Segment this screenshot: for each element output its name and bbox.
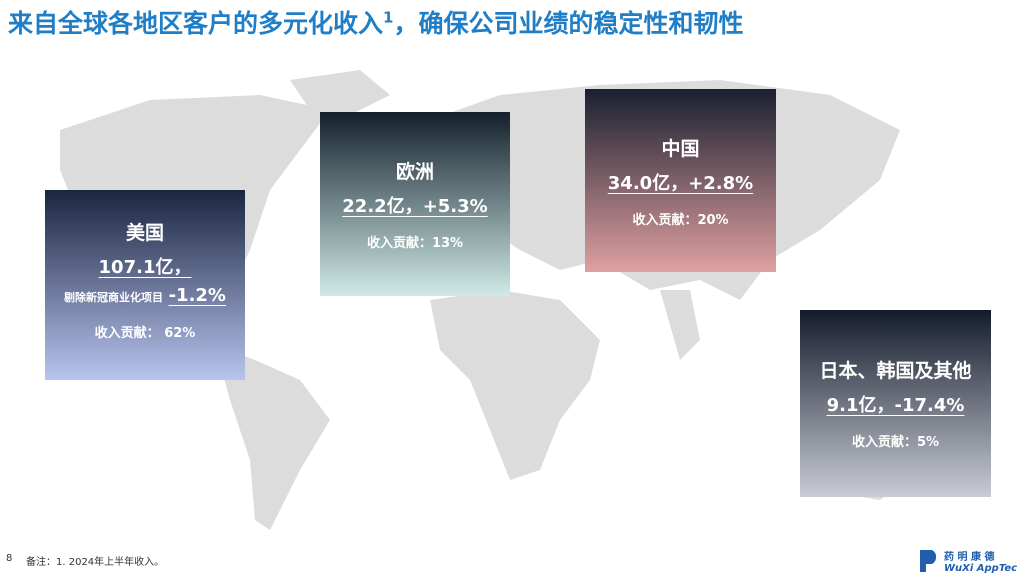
- region-name: 美国: [125, 222, 164, 244]
- growth-line: 剔除新冠商业化项目 -1.2%: [45, 285, 245, 306]
- share: 收入贡献：13%: [366, 236, 464, 251]
- region-name: 欧洲: [395, 161, 434, 183]
- share: 收入贡献：5%: [851, 435, 940, 450]
- logo-text: WuXi AppTec: [944, 563, 1018, 574]
- title-text: ，确保公司业绩的稳定性和韧性: [393, 9, 744, 38]
- revenue: 107.1亿，: [98, 257, 192, 278]
- growth: -1.2%: [168, 285, 226, 306]
- revenue: 34.0亿，+2.8%: [607, 173, 754, 194]
- share: 收入贡献： 62%: [94, 326, 196, 341]
- region-name: 日本、韩国及其他: [819, 360, 972, 382]
- title: 来自全球各地区客户的多元化收入1，确保公司业绩的稳定性和韧性: [8, 4, 743, 40]
- revenue: 22.2亿，+5.3%: [342, 196, 488, 217]
- title-superscript: 1: [383, 8, 394, 27]
- note: 剔除新冠商业化项目: [64, 291, 163, 304]
- share: 收入贡献：20%: [632, 213, 729, 228]
- region-name: 中国: [661, 138, 700, 160]
- logo-text: 药 明 康 德: [944, 552, 995, 563]
- region-card: 美国 107.1亿， 剔除新冠商业化项目 -1.2% 收入贡献： 62%: [45, 190, 245, 380]
- page-number: 8: [6, 553, 13, 564]
- region-card: 欧洲 22.2亿，+5.3% 收入贡献：13%: [320, 112, 510, 296]
- title-text: 来自全球各地区客户的多元化收入: [8, 9, 384, 38]
- footnote: 备注：1. 2024年上半年收入。: [26, 557, 165, 568]
- revenue: 9.1亿，-17.4%: [826, 395, 965, 416]
- logo-icon: [920, 550, 937, 572]
- region-card: 中国 34.0亿，+2.8% 收入贡献：20%: [585, 89, 776, 272]
- region-card: 日本、韩国及其他 9.1亿，-17.4% 收入贡献：5%: [800, 310, 991, 497]
